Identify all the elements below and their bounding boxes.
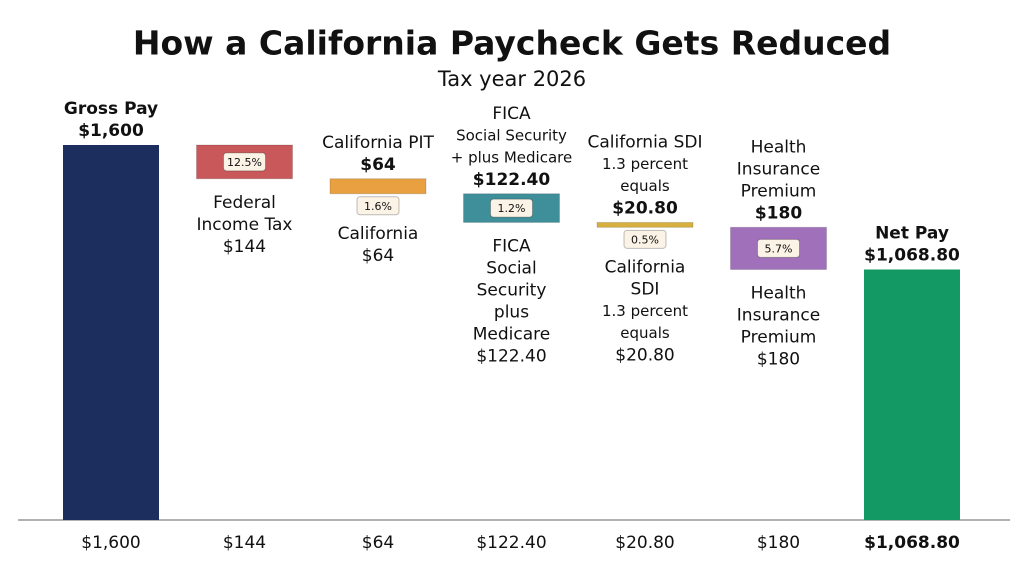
label-above: + plus Medicare	[451, 148, 572, 166]
label-above: $20.80	[612, 198, 678, 218]
badge-box	[757, 238, 800, 258]
label-above: $64	[360, 155, 396, 175]
badge-label: 0.5%	[631, 233, 659, 246]
value-label: $122.40	[476, 533, 546, 553]
label-above: Gross Pay	[64, 99, 158, 119]
label-below: California	[605, 257, 686, 277]
label-below: $20.80	[615, 345, 674, 365]
badge-label: 12.5%	[227, 156, 262, 169]
value-label: $20.80	[615, 533, 674, 553]
label-above: 1.3 percent	[602, 155, 688, 173]
label-below: California	[338, 224, 419, 244]
label-below: Security	[477, 280, 547, 300]
bar	[596, 221, 694, 228]
badge-box	[623, 229, 667, 249]
label-below: plus	[494, 302, 529, 322]
label-below: equals	[620, 324, 670, 342]
label-above: equals	[620, 177, 670, 195]
label-above: $122.40	[473, 170, 551, 190]
badge-label: 5.7%	[765, 242, 793, 255]
value-label: $180	[757, 533, 800, 553]
label-below: Premium	[741, 328, 817, 348]
label-above: $1,600	[78, 121, 144, 141]
label-below: SDI	[631, 279, 660, 299]
label-above: Insurance	[737, 159, 820, 179]
bar	[329, 178, 427, 195]
value-label: $1,600	[81, 533, 140, 553]
label-above: California SDI	[587, 132, 702, 152]
label-below: $64	[362, 246, 394, 266]
bar	[63, 145, 159, 520]
label-below: 1.3 percent	[602, 302, 688, 320]
badge-label: 1.2%	[498, 202, 526, 215]
bar	[864, 269, 960, 520]
badge-box	[356, 196, 400, 216]
label-below: $144	[223, 237, 266, 257]
label-below: Insurance	[737, 306, 820, 326]
label-below: Federal	[213, 193, 276, 213]
chart-subtitle: Tax year 2026	[437, 67, 586, 91]
label-below: Medicare	[473, 324, 550, 344]
label-above: California PIT	[322, 133, 434, 153]
label-above: FICA	[492, 104, 531, 124]
value-label: $144	[223, 533, 266, 553]
label-above: Social Security	[456, 126, 567, 144]
value-label: $1,068.80	[864, 533, 960, 553]
label-above: Premium	[741, 181, 817, 201]
label-above: $180	[755, 203, 802, 223]
label-below: Social	[486, 258, 536, 278]
badge-box	[490, 198, 533, 218]
chart-title: How a California Paycheck Gets Reduced	[133, 24, 891, 63]
label-below: $180	[757, 350, 800, 370]
label-below: $122.40	[476, 346, 546, 366]
label-above: $1,068.80	[864, 246, 960, 266]
value-label: $64	[362, 533, 394, 553]
badge-label: 1.6%	[364, 200, 392, 213]
label-below: Income Tax	[196, 215, 292, 235]
badge-box	[223, 152, 266, 172]
label-below: Health	[751, 284, 807, 304]
label-below: FICA	[492, 236, 531, 256]
label-above: Net Pay	[875, 224, 949, 244]
label-above: Health	[751, 137, 807, 157]
